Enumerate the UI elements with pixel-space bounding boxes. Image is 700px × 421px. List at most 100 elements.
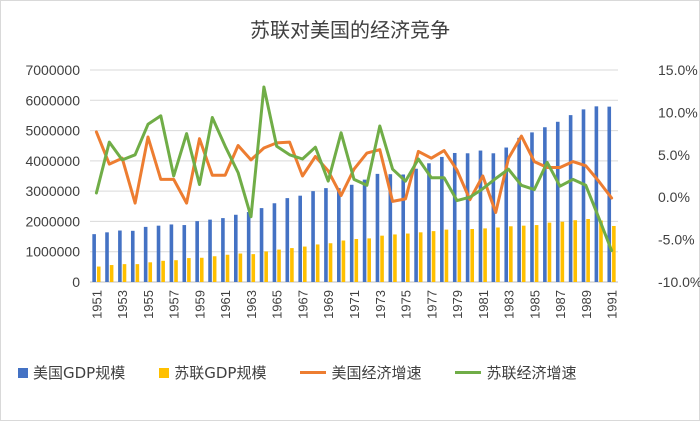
ussr-gdp-bar xyxy=(264,251,268,282)
y-left-tick-label: 6000000 xyxy=(25,92,80,108)
ussr-gdp-bar xyxy=(277,249,281,282)
us-gdp-bar xyxy=(337,188,341,282)
ussr-gdp-bar xyxy=(457,229,462,282)
legend-item-us-growth: 美国经济增速 xyxy=(300,362,421,383)
us-gdp-bar xyxy=(272,203,277,282)
us-gdp-bar xyxy=(259,208,264,282)
x-tick-label: 1983 xyxy=(502,290,517,319)
ussr-gdp-bar xyxy=(238,253,243,282)
ussr-gdp-bar xyxy=(148,262,153,282)
ussr-gdp-bar xyxy=(122,264,127,282)
y-right-tick-label: 10.0% xyxy=(658,104,698,120)
ussr-gdp-bar xyxy=(315,244,320,282)
x-tick-label: 1963 xyxy=(244,290,259,319)
y-right-tick-label: -5.0% xyxy=(658,232,695,248)
ussr-gdp-bar xyxy=(393,234,397,282)
us-gdp-bar xyxy=(285,198,290,282)
legend-swatch-ussr-growth xyxy=(455,371,482,374)
ussr-gdp-bar xyxy=(470,229,475,282)
us-gdp-bar xyxy=(298,195,302,282)
us-gdp-bar xyxy=(594,106,599,282)
us-gdp-bar xyxy=(169,224,174,282)
ussr-gdp-bar xyxy=(521,225,526,282)
us-gdp-bar xyxy=(543,127,547,283)
ussr-gdp-bar xyxy=(406,233,410,282)
ussr-gdp-bar xyxy=(109,265,114,282)
x-tick-label: 1991 xyxy=(605,290,620,319)
y-left-tick-label: 0 xyxy=(72,274,80,290)
ussr-gdp-bar xyxy=(174,260,178,282)
us-gdp-bar xyxy=(452,152,457,282)
us-gdp-bar xyxy=(130,230,135,282)
us-growth-line xyxy=(94,130,614,214)
y-left-tick-label: 1000000 xyxy=(25,244,80,260)
ussr-gdp-bar xyxy=(328,243,333,282)
us-gdp-bar xyxy=(195,221,199,282)
x-tick-label: 1975 xyxy=(399,290,414,319)
ussr-gdp-bar xyxy=(586,219,590,282)
us-gdp-bar xyxy=(143,226,148,282)
y-right-tick-label: -10.0% xyxy=(658,274,700,290)
ussr-gdp-bar xyxy=(96,266,101,282)
y-right-tick-label: 15.0% xyxy=(658,62,698,78)
x-tick-label: 1961 xyxy=(218,290,233,319)
ussr-gdp-bar xyxy=(547,222,552,282)
y-right-tick-label: 5.0% xyxy=(658,147,690,163)
us-gdp-bar xyxy=(478,150,483,282)
us-gdp-bar xyxy=(208,219,212,282)
x-tick-label: 1979 xyxy=(450,290,465,319)
us-gdp-bar xyxy=(375,173,380,282)
us-gdp-bar xyxy=(530,132,534,282)
us-gdp-bar xyxy=(246,212,251,282)
ussr-gdp-bar xyxy=(612,225,616,282)
x-tick-label: 1957 xyxy=(167,290,182,319)
ussr-gdp-bar xyxy=(380,235,384,282)
us-gdp-bar xyxy=(568,115,573,282)
x-tick-label: 1971 xyxy=(347,290,362,319)
ussr-gdp-bar xyxy=(199,257,204,282)
ussr-gdp-bar xyxy=(161,260,165,282)
us-gdp-bar xyxy=(517,137,521,282)
us-gdp-bar xyxy=(401,174,406,282)
legend-label-ussr-gdp: 苏联GDP规模 xyxy=(174,364,267,382)
us-gdp-bar xyxy=(427,163,431,282)
ussr-gdp-bar xyxy=(560,221,565,282)
ussr-gdp-bar xyxy=(212,256,217,282)
ussr-gdp-bar xyxy=(431,231,436,282)
us-gdp-bar xyxy=(388,174,393,282)
us-gdp-bar xyxy=(105,232,109,282)
us-gdp-bar xyxy=(362,179,367,282)
x-tick-label: 1955 xyxy=(141,290,156,319)
legend-swatch-ussr-gdp xyxy=(159,367,170,378)
y-left-tick-label: 3000000 xyxy=(25,183,80,199)
us-gdp-bar xyxy=(465,153,470,282)
ussr-gdp-bar xyxy=(418,232,423,282)
us-gdp-bar xyxy=(311,191,315,282)
us-gdp-bar xyxy=(491,153,496,282)
us-gdp-bar xyxy=(233,214,238,282)
us-gdp-bar xyxy=(221,218,225,282)
ussr-gdp-bar xyxy=(509,226,513,282)
ussr-gdp-bar xyxy=(290,248,294,282)
ussr-gdp-bar xyxy=(534,225,539,282)
ussr-gdp-bar xyxy=(367,238,371,282)
x-tick-label: 1973 xyxy=(373,290,388,319)
us-gdp-bar xyxy=(156,225,161,282)
us-gdp-bar xyxy=(581,109,586,282)
ussr-gdp-bar xyxy=(354,238,359,282)
y-right-tick-label: 0.0% xyxy=(658,189,690,205)
x-tick-label: 1969 xyxy=(321,290,336,319)
us-gdp-bar xyxy=(414,168,418,282)
ussr-gdp-bar xyxy=(444,229,449,282)
legend-swatch-us-growth xyxy=(300,371,327,374)
legend-label-us-growth: 美国经济增速 xyxy=(331,364,422,382)
ussr-gdp-bar xyxy=(187,258,191,282)
ussr-gdp-bar xyxy=(135,264,140,282)
legend-label-ussr-growth: 苏联经济增速 xyxy=(486,364,577,382)
y-left-tick-label: 7000000 xyxy=(25,62,80,78)
legend-swatch-us-gdp xyxy=(18,367,28,378)
us-gdp-bar xyxy=(324,188,328,282)
ussr-gdp-bar xyxy=(496,227,500,282)
chart-legend: 美国GDP规模 苏联GDP规模 美国经济增速 苏联经济增速 xyxy=(18,362,698,383)
